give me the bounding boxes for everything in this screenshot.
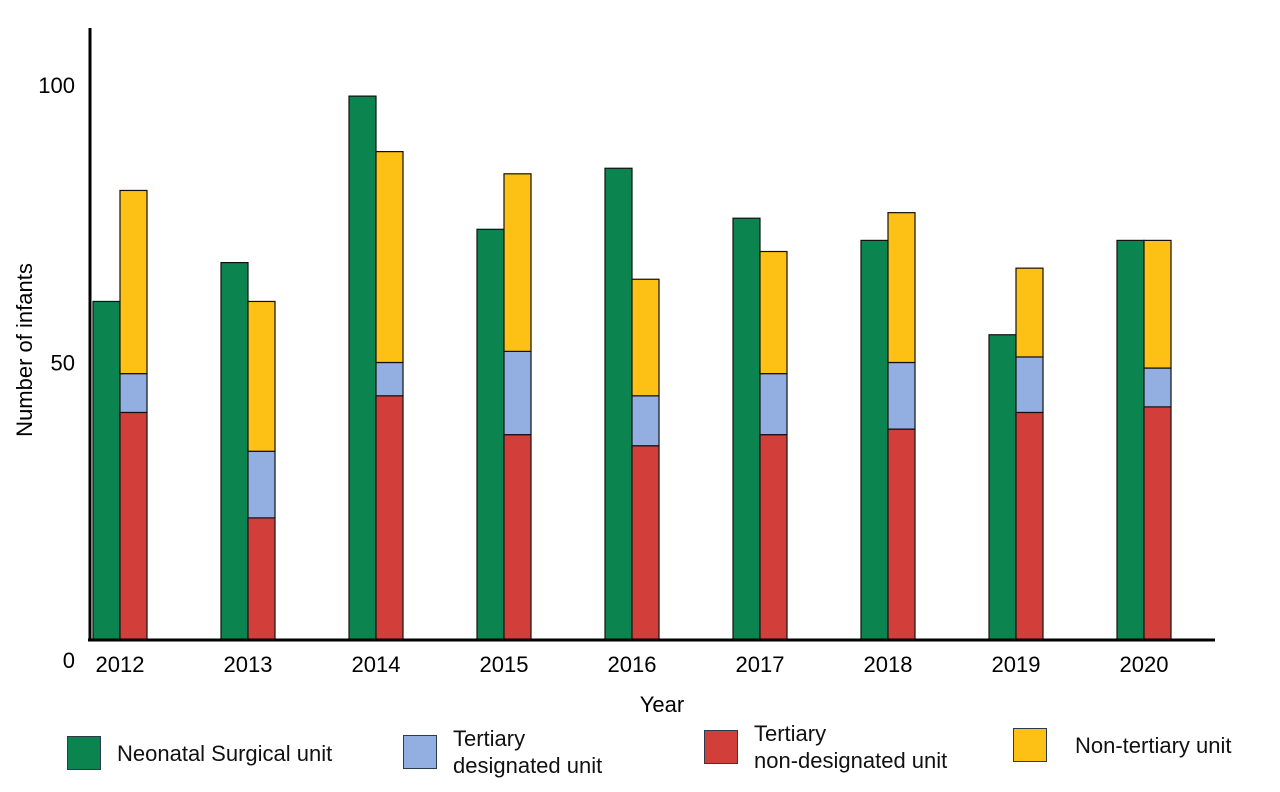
legend-swatch-neonatal-surgical (67, 736, 101, 770)
y-axis-label: Number of infants (12, 263, 37, 437)
legend-label-non-tertiary: Non-tertiary unit (1075, 732, 1232, 758)
legend-label-tertiary-non-designated: Tertiary non-designated unit (754, 721, 948, 773)
legend-label-tertiary-designated: Tertiary designated unit (453, 726, 603, 778)
bar-non-tertiary-2016 (631, 278, 660, 397)
legend-swatch-tertiary-non-designated (704, 730, 738, 764)
bar-tertiary-non-designated-2019 (1015, 411, 1044, 641)
bar-neonatal-surgical-2020 (1116, 239, 1145, 641)
y-tick-label-0: 0 (63, 648, 75, 673)
bar-non-tertiary-2017 (759, 250, 788, 375)
bar-non-tertiary-2019 (1015, 267, 1044, 358)
bar-tertiary-designated-2020 (1143, 367, 1172, 408)
bar-neonatal-surgical-2014 (348, 95, 377, 641)
bar-neonatal-surgical-2019 (988, 334, 1017, 641)
x-tick-label-2016: 2016 (608, 652, 657, 677)
bar-tertiary-non-designated-2016 (631, 445, 660, 641)
legend-swatch-tertiary-designated (403, 735, 437, 769)
x-tick-label-2018: 2018 (864, 652, 913, 677)
x-axis-label: Year (640, 692, 684, 717)
bar-non-tertiary-2013 (247, 300, 276, 452)
legend-item-tertiary-designated: Tertiary designated unit (403, 725, 602, 779)
y-tick-labels: 0 50 100 (38, 73, 75, 673)
legend-item-neonatal-surgical: Neonatal Surgical unit (67, 736, 332, 770)
x-tick-label-2015: 2015 (480, 652, 529, 677)
bars-group (92, 95, 1172, 641)
legend-swatch-non-tertiary (1013, 728, 1047, 762)
bar-neonatal-surgical-2016 (604, 167, 633, 641)
bar-tertiary-designated-2018 (887, 361, 916, 430)
bar-non-tertiary-2020 (1143, 239, 1172, 369)
x-tick-label-2019: 2019 (992, 652, 1041, 677)
bar-tertiary-designated-2013 (247, 450, 276, 519)
bar-neonatal-surgical-2012 (92, 300, 121, 641)
x-tick-label-2020: 2020 (1120, 652, 1169, 677)
bar-neonatal-surgical-2017 (732, 217, 761, 641)
bar-non-tertiary-2014 (375, 151, 404, 364)
x-tick-label-2014: 2014 (352, 652, 401, 677)
bar-neonatal-surgical-2013 (220, 262, 249, 641)
bar-non-tertiary-2018 (887, 212, 916, 364)
legend-item-non-tertiary: Non-tertiary unit (1013, 728, 1232, 762)
bar-tertiary-designated-2019 (1015, 356, 1044, 414)
bar-tertiary-designated-2012 (119, 373, 148, 414)
bar-tertiary-designated-2015 (503, 350, 532, 436)
legend: Neonatal Surgical unit Tertiary designat… (0, 718, 1280, 792)
y-tick-label-50: 50 (51, 351, 75, 376)
bar-tertiary-non-designated-2014 (375, 395, 404, 641)
x-tick-labels: 2012 2013 2014 2015 2016 2017 2018 2019 2020 (96, 652, 1169, 677)
bar-neonatal-surgical-2018 (860, 239, 889, 641)
bar-non-tertiary-2015 (503, 173, 532, 353)
bar-tertiary-non-designated-2018 (887, 428, 916, 641)
bar-tertiary-non-designated-2012 (119, 411, 148, 641)
legend-label-neonatal-surgical: Neonatal Surgical unit (117, 740, 333, 766)
x-tick-label-2017: 2017 (736, 652, 785, 677)
bar-neonatal-surgical-2015 (476, 228, 505, 641)
bar-tertiary-designated-2016 (631, 395, 660, 447)
x-tick-label-2012: 2012 (96, 652, 145, 677)
bar-tertiary-non-designated-2017 (759, 434, 788, 641)
y-tick-label-100: 100 (38, 73, 75, 98)
bar-non-tertiary-2012 (119, 189, 148, 375)
legend-item-tertiary-non-designated: Tertiary non-designated unit (704, 720, 947, 774)
bar-tertiary-non-designated-2013 (247, 517, 276, 641)
bar-tertiary-designated-2017 (759, 373, 788, 436)
x-tick-label-2013: 2013 (224, 652, 273, 677)
bar-tertiary-designated-2014 (375, 361, 404, 397)
bar-tertiary-non-designated-2020 (1143, 406, 1172, 641)
bar-tertiary-non-designated-2015 (503, 434, 532, 641)
